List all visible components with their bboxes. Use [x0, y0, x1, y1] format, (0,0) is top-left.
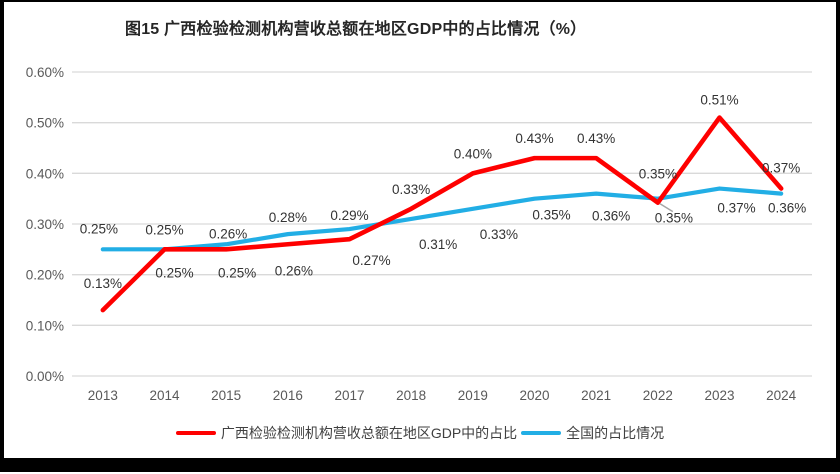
data-label: 0.35%: [532, 208, 570, 223]
y-tick-label: 0.10%: [26, 318, 64, 333]
data-label: 0.25%: [80, 221, 118, 236]
data-label: 0.28%: [269, 210, 307, 225]
x-tick-label: 2016: [273, 388, 303, 403]
data-label: 0.51%: [700, 93, 738, 108]
data-label: 0.35%: [655, 211, 693, 226]
data-label: 0.37%: [762, 161, 800, 176]
data-label: 0.25%: [155, 265, 193, 280]
data-label: 0.26%: [275, 263, 313, 278]
x-tick-label: 2018: [396, 388, 426, 403]
x-tick-label: 2020: [519, 388, 549, 403]
label-leader-line: [659, 203, 674, 213]
guangxi-series-line: [100, 115, 784, 313]
data-label: 0.43%: [515, 131, 553, 146]
red-line-swatch: [175, 431, 216, 435]
data-label: 0.35%: [639, 167, 677, 182]
x-tick-label: 2014: [149, 388, 180, 403]
x-tick-label: 2024: [766, 388, 797, 403]
x-tick-label: 2022: [643, 388, 673, 403]
data-label: 0.31%: [419, 237, 457, 252]
legend-item-national: 全国的占比情况: [521, 423, 664, 443]
data-label: 0.29%: [330, 208, 368, 223]
data-label: 0.26%: [209, 226, 247, 241]
y-tick-label: 0.30%: [26, 217, 64, 232]
data-label: 0.37%: [717, 201, 755, 216]
x-tick-label: 2017: [334, 388, 364, 403]
data-label: 0.25%: [218, 265, 256, 280]
national-series-line: [100, 186, 784, 252]
data-label: 0.36%: [768, 201, 806, 216]
data-label: 0.33%: [480, 227, 518, 242]
x-tick-label: 2019: [458, 388, 488, 403]
y-tick-label: 0.00%: [26, 369, 64, 384]
y-tick-label: 0.20%: [26, 268, 64, 283]
y-tick-label: 0.60%: [26, 65, 64, 80]
data-label: 0.43%: [577, 131, 615, 146]
x-tick-label: 2015: [211, 388, 241, 403]
data-label: 0.13%: [84, 276, 122, 291]
data-label: 0.27%: [352, 253, 390, 268]
blue-line-swatch: [521, 431, 562, 435]
y-tick-label: 0.50%: [26, 116, 64, 131]
legend-label-guangxi: 广西检验检测机构营收总额在地区GDP中的占比: [220, 425, 518, 441]
y-tick-label: 0.40%: [26, 166, 64, 181]
x-tick-label: 2023: [704, 388, 734, 403]
chart-title: 图15 广西检验检测机构营收总额在地区GDP中的占比情况（%）: [125, 21, 587, 38]
data-label: 0.25%: [145, 222, 183, 237]
legend: 广西检验检测机构营收总额在地区GDP中的占比 全国的占比情况: [4, 423, 836, 443]
x-tick-label: 2021: [581, 388, 611, 403]
legend-item-guangxi: 广西检验检测机构营收总额在地区GDP中的占比: [175, 423, 518, 443]
data-label: 0.36%: [592, 209, 630, 224]
legend-label-national: 全国的占比情况: [566, 425, 665, 441]
plot-area: 0.00% 0.10% 0.20% 0.30% 0.40% 0.50% 0.60% 2013 2…: [26, 65, 812, 403]
data-label: 0.33%: [392, 182, 430, 197]
data-label: 0.40%: [454, 146, 492, 161]
x-tick-label: 2013: [88, 388, 118, 403]
